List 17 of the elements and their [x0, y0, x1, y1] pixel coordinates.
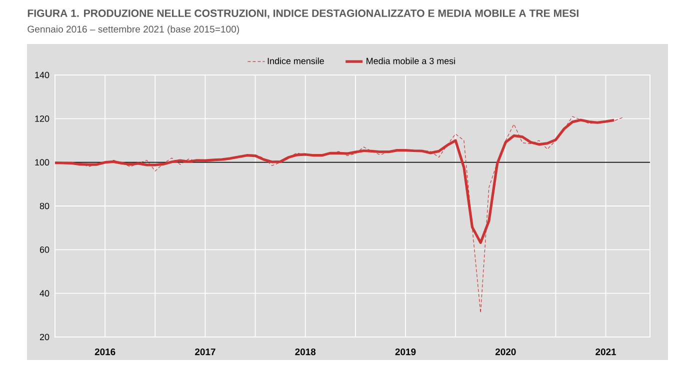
x-tick-label: 2019: [395, 348, 416, 356]
x-tick-label: 2021: [596, 348, 616, 356]
chart-subtitle: Gennaio 2016 – settembre 2021 (base 2015=100): [28, 26, 239, 34]
y-tick-label: 80: [40, 202, 50, 210]
y-tick-label: 20: [40, 334, 50, 340]
y-tick-label: 120: [35, 115, 50, 122]
x-tick-label: 2017: [195, 348, 216, 356]
y-tick-label: 40: [40, 290, 50, 297]
x-tick-label: 2020: [495, 348, 516, 356]
legend-label: Indice mensile: [268, 58, 324, 64]
legend-label: Media mobile a 3 mesi: [366, 58, 455, 64]
y-tick-label: 60: [40, 246, 50, 253]
y-tick-label: 100: [35, 159, 50, 166]
x-tick-label: 2016: [94, 348, 116, 356]
y-tick-label: 140: [35, 72, 50, 78]
chart-title: FIGURA 1. PRODUZIONE NELLE COSTRUZIONI, INDICE DESTAGIONALIZZATO E MEDIA MOBILE A TRE MESI: [28, 9, 578, 19]
x-tick-label: 2018: [295, 348, 316, 356]
